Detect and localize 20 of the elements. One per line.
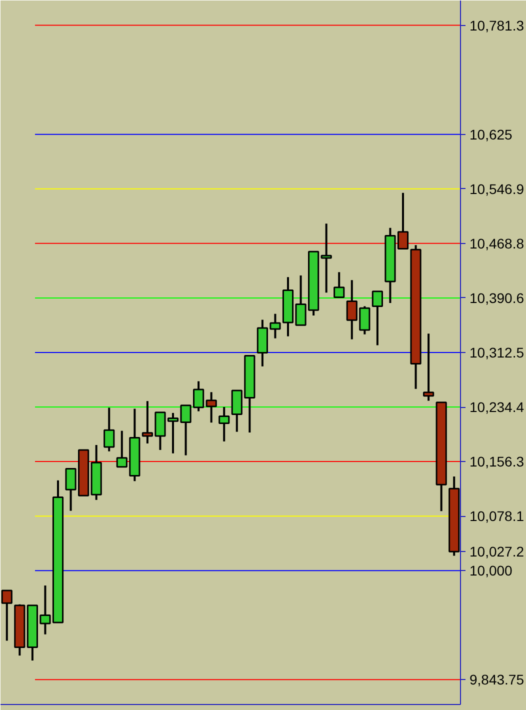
y-tick-label: 10,156.3 bbox=[470, 454, 524, 470]
candlestick bbox=[1, 589, 12, 642]
candlestick bbox=[104, 406, 115, 452]
candlestick bbox=[206, 391, 217, 424]
y-tick-label: 10,000 bbox=[470, 562, 513, 579]
y-tick-label: 10,546.9 bbox=[470, 180, 524, 197]
candlestick bbox=[218, 406, 230, 442]
candlestick bbox=[320, 222, 332, 294]
candlestick bbox=[372, 290, 383, 346]
candlestick bbox=[423, 332, 434, 402]
y-tick-label: 10,234.4 bbox=[470, 399, 524, 416]
y-tick-label: 9,843.75 bbox=[470, 672, 524, 688]
y-tick-label: 10,625 bbox=[470, 126, 513, 142]
candlestick bbox=[334, 271, 345, 298]
y-tick-label: 10,078.1 bbox=[470, 508, 524, 524]
y-tick-label: 10,027.2 bbox=[470, 544, 524, 560]
y-tick-label: 10,390.6 bbox=[470, 290, 524, 306]
y-tick-label: 10,781.3 bbox=[470, 17, 524, 34]
y-tick-label: 10,468.8 bbox=[470, 235, 524, 252]
y-tick-label: 10,312.5 bbox=[470, 344, 524, 360]
